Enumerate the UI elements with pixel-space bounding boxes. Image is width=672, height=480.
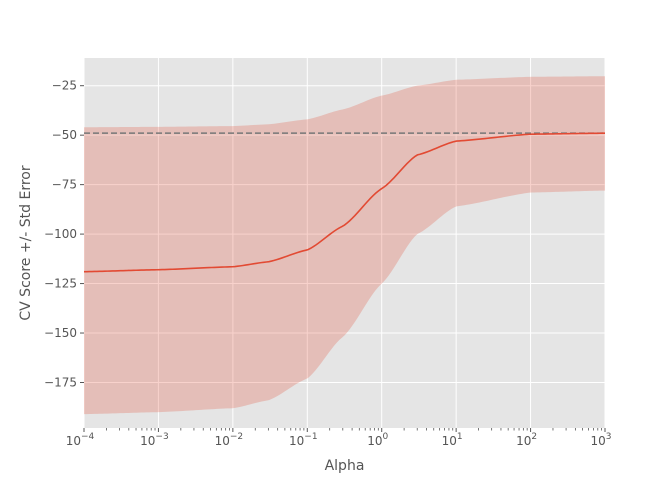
- x-tick-label: 101: [442, 432, 463, 448]
- x-tick-label: 10−4: [66, 432, 95, 448]
- y-tick-label: −125: [44, 277, 77, 291]
- x-tick-label: 102: [516, 432, 537, 448]
- y-tick-label: −50: [52, 128, 77, 142]
- error-band: [84, 76, 605, 415]
- x-tick-label: 10−3: [140, 432, 169, 448]
- x-axis-label: Alpha: [325, 458, 365, 474]
- x-tick-label: 100: [367, 432, 388, 448]
- x-tick-label: 103: [590, 432, 611, 448]
- y-tick-label: −75: [52, 178, 77, 192]
- y-tick-label: −175: [44, 375, 77, 389]
- x-tick-label: 10−2: [215, 432, 244, 448]
- plot-background: [84, 58, 605, 428]
- cv-score-line: [83, 132, 606, 273]
- x-tick-label: 10−1: [289, 432, 318, 448]
- y-axis-ticks: −25 −50 −75 −100 −125 −150 −175: [44, 79, 84, 389]
- y-axis-label: CV Score +/- Std Error: [18, 165, 34, 320]
- cv-score-line-group: [83, 132, 606, 273]
- std-error-band: [84, 76, 605, 415]
- y-tick-label: −100: [44, 227, 77, 241]
- x-axis-ticks: 10−4 10−3 10−2 10−1 100 101 102 103: [66, 428, 612, 448]
- y-tick-label: −150: [44, 326, 77, 340]
- y-tick-label: −25: [52, 79, 77, 93]
